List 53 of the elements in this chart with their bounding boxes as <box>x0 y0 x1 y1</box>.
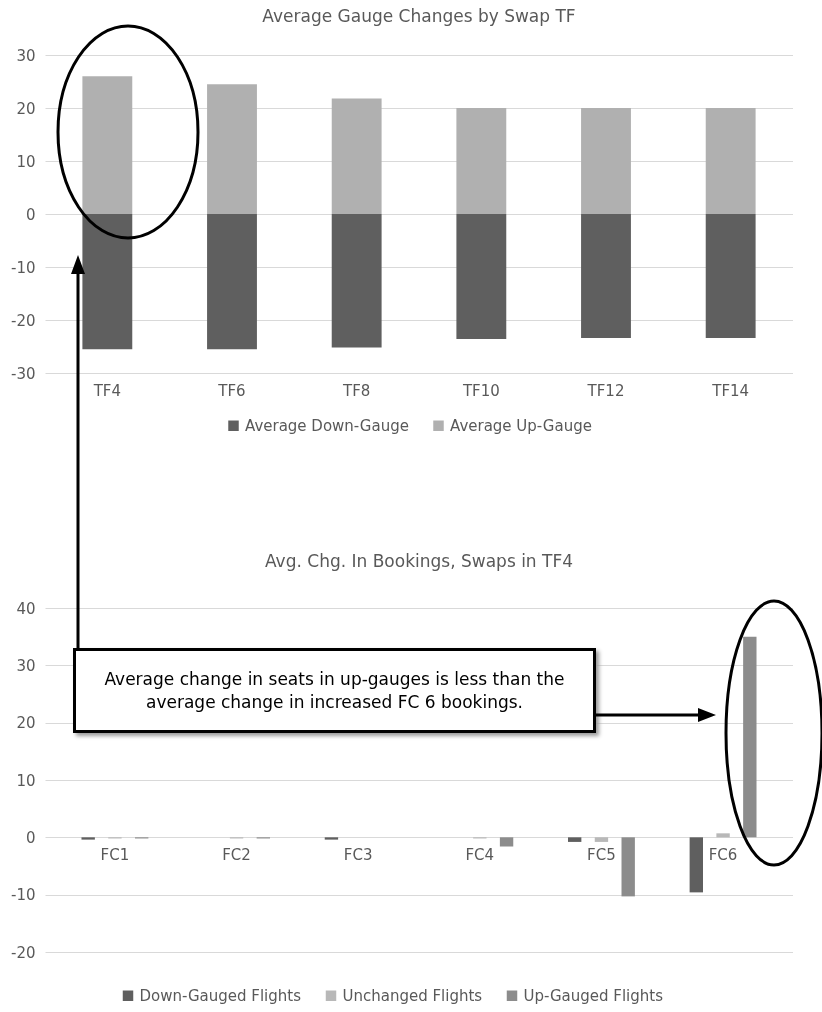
bar <box>581 214 631 339</box>
bar <box>82 76 133 214</box>
bar <box>207 84 257 214</box>
x-tick-label: TF14 <box>711 381 750 400</box>
x-tick-label: TF6 <box>217 381 246 400</box>
bar <box>689 837 703 893</box>
x-tick-label: FC1 <box>100 845 130 864</box>
x-tick-label: TF8 <box>341 381 371 400</box>
y-tick-label: 30 <box>16 46 36 65</box>
y-tick-label: 0 <box>25 828 36 847</box>
legend-label: Unchanged Flights <box>342 986 483 1005</box>
bar <box>743 636 757 838</box>
legend-label: Down-Gauged Flights <box>139 986 302 1005</box>
x-tick-label: TF10 <box>461 381 500 400</box>
bar <box>331 98 382 214</box>
y-tick-label: 20 <box>16 99 36 118</box>
bar <box>324 837 339 840</box>
bar <box>81 837 95 840</box>
x-tick-label: FC6 <box>708 845 738 864</box>
bar <box>621 837 635 897</box>
y-tick-label: 30 <box>16 656 36 675</box>
x-tick-label: FC4 <box>465 845 495 864</box>
bar <box>705 214 756 339</box>
y-tick-label: 0 <box>25 205 36 224</box>
chart-title: Avg. Chg. In Bookings, Swaps in TF4 <box>264 551 574 571</box>
y-tick-label: -10 <box>11 258 36 277</box>
y-tick-label: 40 <box>16 599 36 618</box>
x-tick-label: FC3 <box>343 845 373 864</box>
bar <box>581 108 631 214</box>
y-tick-label: 10 <box>16 771 36 790</box>
legend-label: Average Down-Gauge <box>245 416 409 435</box>
x-tick-label: FC2 <box>222 845 251 864</box>
bar <box>207 214 257 350</box>
bar <box>456 108 507 214</box>
bar <box>456 214 507 340</box>
bar <box>499 837 514 847</box>
y-tick-label: 20 <box>16 714 36 733</box>
x-tick-label: TF4 <box>92 381 122 400</box>
y-tick-label: -30 <box>11 364 36 383</box>
y-tick-label: -20 <box>11 943 36 962</box>
bar <box>331 214 382 348</box>
x-tick-label: TF12 <box>586 381 625 400</box>
y-tick-label: -10 <box>11 886 36 905</box>
legend-label: Up-Gauged Flights <box>523 986 664 1005</box>
x-tick-label: FC5 <box>587 845 616 864</box>
chart-title: Average Gauge Changes by Swap TF <box>262 6 576 26</box>
bar <box>705 108 756 214</box>
y-tick-label: 10 <box>16 152 36 171</box>
bar <box>567 837 582 842</box>
bar <box>594 837 609 842</box>
bar <box>716 833 730 838</box>
y-tick-label: -20 <box>11 311 36 330</box>
legend-label: Average Up-Gauge <box>450 416 592 435</box>
